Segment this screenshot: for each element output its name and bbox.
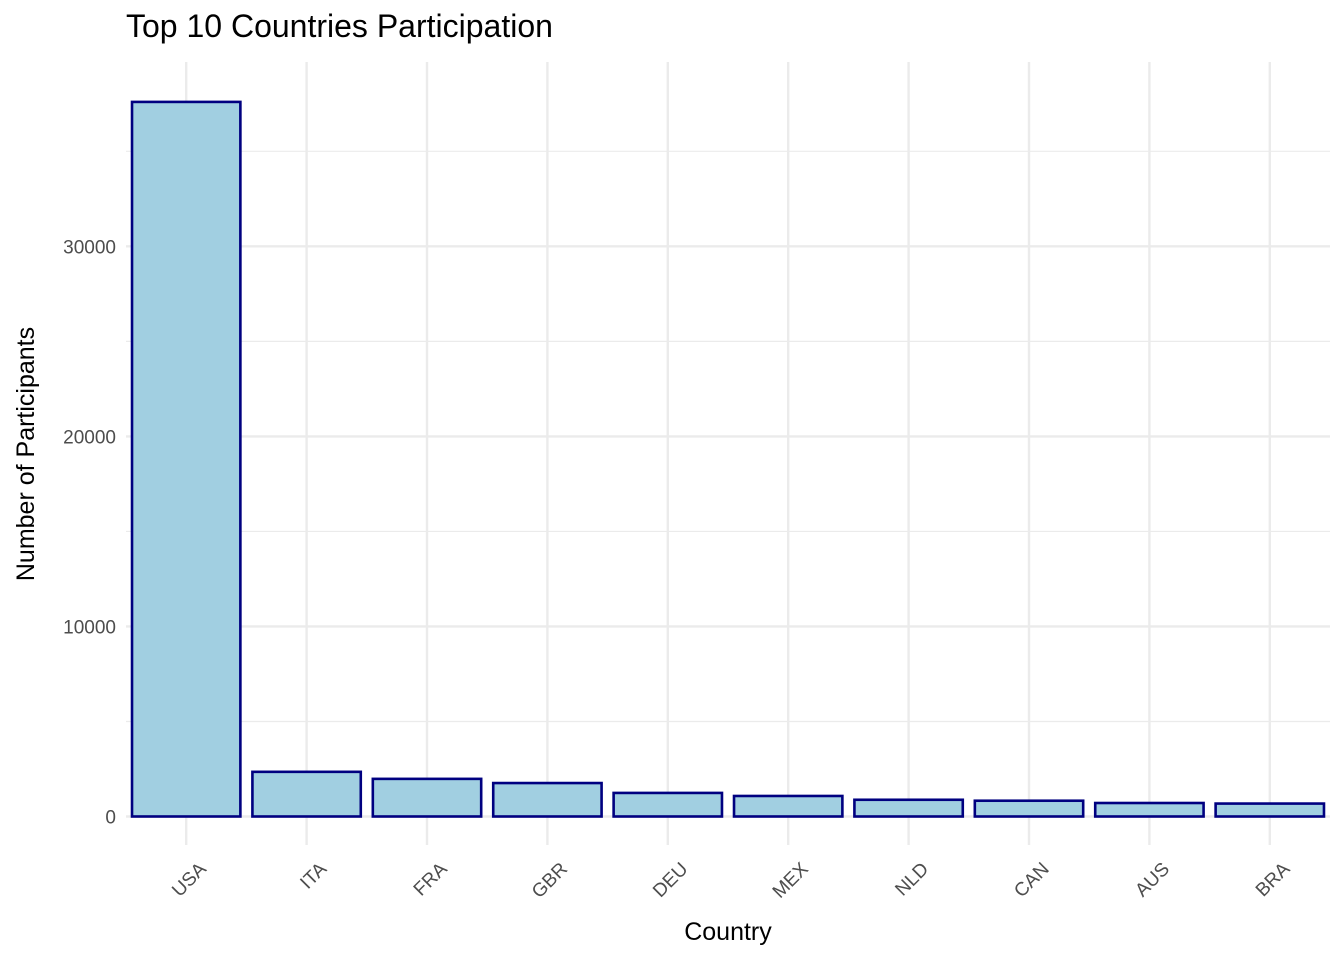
x-tick-label: GBR xyxy=(528,859,572,903)
bar-fra xyxy=(371,777,483,818)
bar-bra xyxy=(1214,802,1326,818)
bar-can xyxy=(973,799,1085,818)
x-tick-label: FRA xyxy=(410,859,452,901)
x-tick-label: USA xyxy=(168,859,211,902)
y-axis-ticks: 0 10000 20000 30000 xyxy=(63,237,116,828)
x-tick-label: CAN xyxy=(1010,859,1053,902)
y-tick-label: 30000 xyxy=(63,237,116,258)
x-tick-label: AUS xyxy=(1132,859,1174,901)
x-tick-label: ITA xyxy=(296,859,331,894)
bar-gbr xyxy=(491,781,603,818)
x-axis-title: Country xyxy=(684,918,772,946)
y-tick-label: 10000 xyxy=(63,617,116,638)
bar-deu xyxy=(612,791,724,818)
x-tick-label: NLD xyxy=(891,859,933,901)
bar-aus xyxy=(1093,801,1205,818)
y-axis-title: Number of Participants xyxy=(12,327,40,581)
chart-title: Top 10 Countries Participation xyxy=(126,8,553,44)
bars-layer xyxy=(130,100,1326,818)
bar-usa xyxy=(130,100,242,818)
x-axis-ticks: USA ITA FRA GBR DEU MEX NLD CAN AUS BRA xyxy=(168,859,1294,903)
y-tick-label: 0 xyxy=(105,807,116,828)
x-tick-label: MEX xyxy=(769,859,813,903)
bar-mex xyxy=(732,794,844,818)
y-tick-label: 20000 xyxy=(63,427,116,448)
bar-ita xyxy=(251,770,363,818)
x-tick-label: DEU xyxy=(649,859,692,902)
bar-nld xyxy=(853,798,965,818)
x-tick-label: BRA xyxy=(1252,859,1295,902)
grid-layer xyxy=(126,62,1330,845)
